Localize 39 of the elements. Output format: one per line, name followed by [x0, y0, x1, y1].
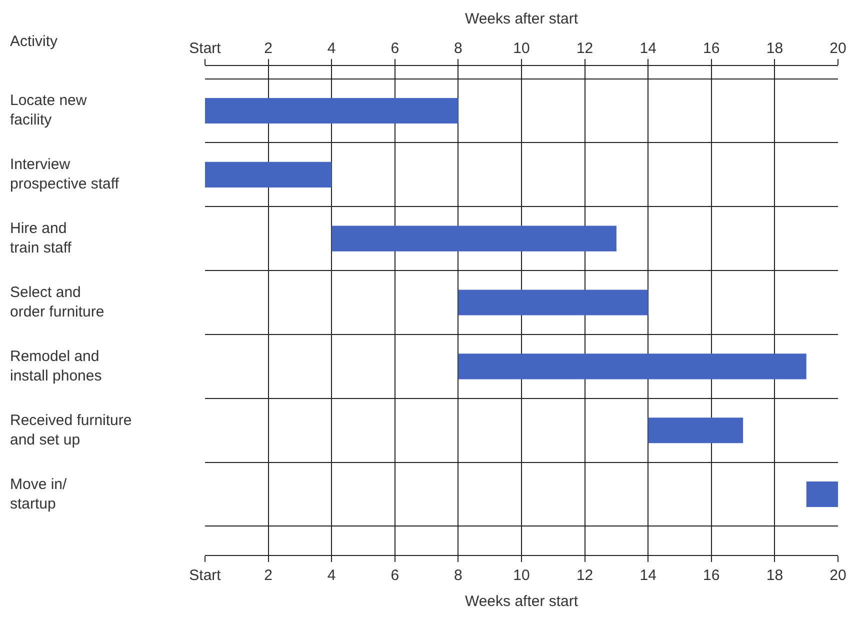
x2-tick-label: 8 [454, 567, 462, 584]
y-tick-label: Locate new facility [10, 92, 87, 128]
x-tick-label: 8 [454, 40, 462, 57]
x2-tick-label: 20 [830, 567, 846, 584]
x2-tick-label: 2 [264, 567, 272, 584]
x-tick-label: 2 [264, 40, 272, 57]
y-tick-label: Remodel and install phones [10, 348, 102, 384]
y-tick-label: Hire and train staff [10, 220, 72, 256]
x-tick-label: Start [189, 40, 222, 57]
bar [458, 354, 806, 380]
x-tick-label: 6 [390, 40, 400, 57]
y-axis-title: Activity [10, 33, 58, 50]
x2-tick-label: 16 [703, 567, 720, 584]
x2-tick-label: 14 [640, 567, 656, 584]
bar [806, 481, 838, 508]
x-axis-title: Weeks after start [464, 593, 579, 610]
y-tick-label: Select and order furniture [10, 284, 104, 320]
x2-tick-label: 4 [327, 567, 336, 584]
x-tick-label: 12 [576, 40, 594, 57]
x-tick-label: 16 [703, 40, 720, 57]
bar [648, 418, 744, 444]
y-tick-label: Move in/ startup [10, 476, 68, 512]
bar [205, 162, 332, 188]
x-tick-label: 10 [513, 40, 530, 57]
x2-tick-label: 10 [513, 567, 530, 584]
x-tick-label: 4 [327, 40, 336, 57]
x2-tick-label: 6 [390, 567, 400, 584]
x-tick-label: 18 [766, 40, 784, 57]
x2-tick-label: 12 [576, 567, 594, 584]
bar [332, 226, 616, 252]
x2-tick-label: 18 [766, 567, 784, 584]
x2-axis-title: Weeks after start [464, 10, 579, 28]
y-tick-label: Received furniture and set up [10, 412, 132, 448]
bar [458, 290, 648, 316]
bar [205, 98, 458, 124]
y-tick-label: Interview prospective staff [10, 156, 120, 192]
x2-tick-label: Start [189, 567, 222, 584]
x-tick-label: 14 [640, 40, 656, 57]
x-tick-label: 20 [830, 40, 846, 57]
